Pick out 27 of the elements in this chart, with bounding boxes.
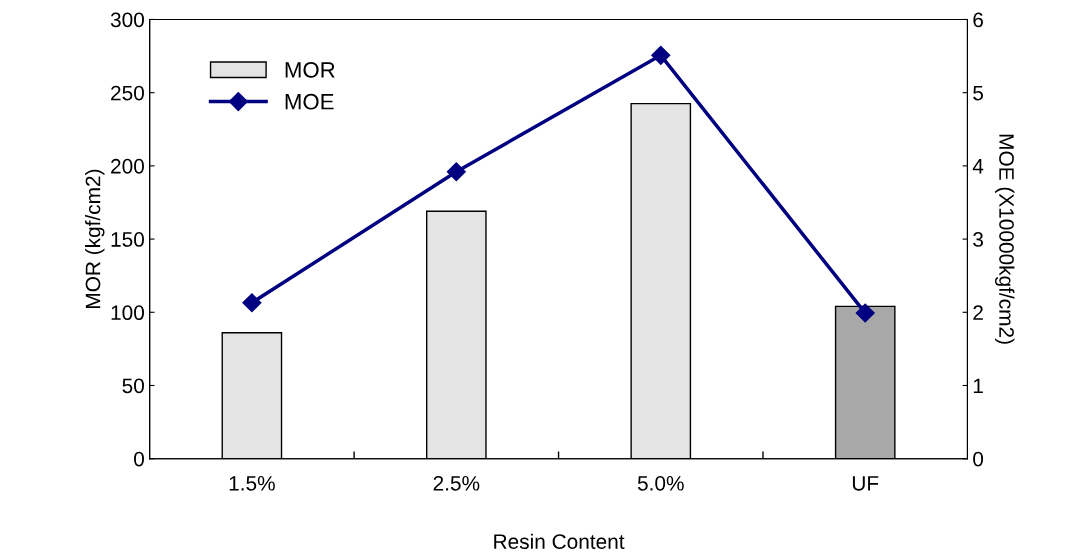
y-tick-label: 50 [122,378,144,394]
legend-label: MOE [285,93,334,110]
y2-axis-title: MOE (X10000kgf/cm2) [995,134,1015,344]
x-tick-label: 2.5% [433,475,480,491]
point [242,293,262,313]
y2-tick-label: 1 [973,378,983,394]
y2-tick-label: 4 [972,159,984,174]
y-tick-label: 100 [111,305,144,321]
y-tick-label: 150 [111,232,144,247]
y2-tick-label: 5 [973,85,984,101]
y-tick-label: 200 [111,158,144,174]
point [855,303,875,323]
y-tick-label: 250 [111,85,144,101]
y2-tick-label: 0 [973,451,984,467]
x-tick-label: UF [852,476,879,491]
y2-tick-label: 2 [973,305,983,320]
x-tick-label: 1.5% [229,476,275,491]
y-tick-label: 300 [110,12,144,28]
x-axis-title: Resin Content [494,533,625,549]
point [651,45,671,65]
y2-tick-label: 6 [973,12,983,28]
y-axis-title: MOR (kgf/cm2) [85,169,105,308]
y2-tick-label: 3 [973,232,983,247]
y-tick-label: 0 [134,451,144,467]
x-tick-label: 5.0% [637,475,684,491]
legend-label: MOR [285,62,335,78]
point [446,162,466,182]
